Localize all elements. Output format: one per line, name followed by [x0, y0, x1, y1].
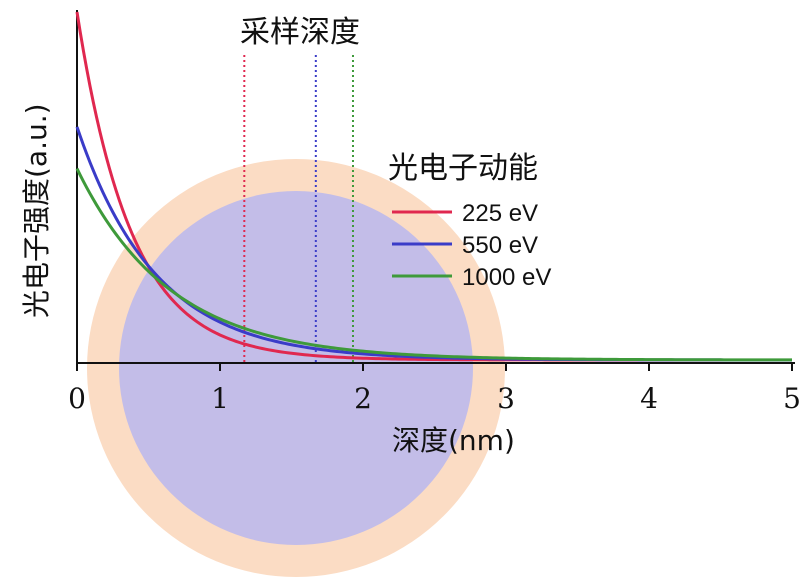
- sampling-depth-annotation: 采样深度: [240, 15, 360, 50]
- inner-disc: [119, 191, 473, 545]
- sampling-depth-lines: [243, 55, 354, 362]
- legend-label-1000-eV: 1000 eV: [462, 264, 551, 291]
- legend-label-550-eV: 550 eV: [462, 232, 538, 259]
- series-lines: [75, 11, 792, 362]
- x-ticks: 0 1 2 3 4 5: [68, 363, 801, 415]
- legend-title: 光电子动能: [388, 151, 538, 186]
- x-tick-label-5: 5: [783, 382, 801, 415]
- x-tick-label-2: 2: [354, 382, 372, 415]
- x-tick-label-4: 4: [640, 382, 658, 415]
- y-axis-label: 光电子强度(a.u.): [20, 103, 53, 318]
- x-axis-label: 深度(nm): [392, 424, 515, 457]
- x-tick-label-0: 0: [68, 382, 86, 415]
- legend-label-225-eV: 225 eV: [462, 200, 538, 227]
- x-tick-label-1: 1: [211, 382, 229, 415]
- x-tick-label-3: 3: [497, 382, 515, 415]
- legend: 光电子动能 225 eV 550 eV 1000 eV: [388, 151, 551, 291]
- series-line-1000-eV: [75, 167, 792, 362]
